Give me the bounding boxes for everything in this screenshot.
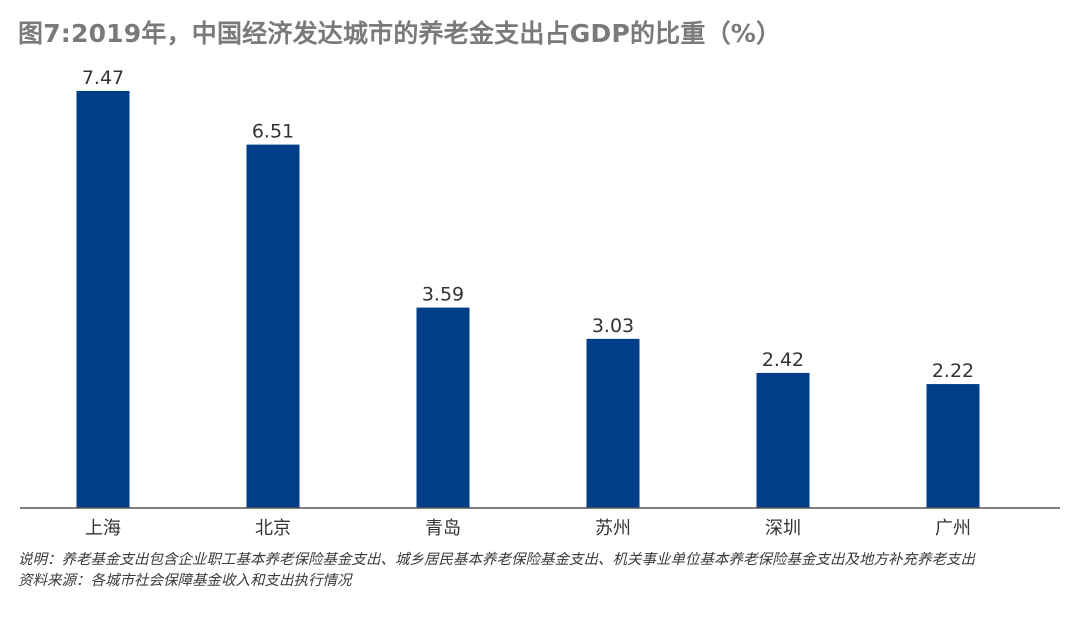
bar-1	[76, 91, 130, 508]
bar-2	[246, 144, 300, 508]
bar-3	[416, 307, 470, 508]
category-label-1: 上海	[85, 518, 121, 539]
chart-title: 图7:2019年，中国经济发达城市的养老金支出占GDP的比重（%）	[18, 19, 782, 48]
labels-group: 7.47 上海 6.51 北京 3.59 青岛 3.03 苏州 2.42 深圳 2.22 广州	[82, 67, 974, 539]
data-label-5: 2.42	[762, 349, 804, 371]
chart-notes: 说明：养老基金支出包含企业职工基本养老保险基金支出、城乡居民基本养老保险基金支出…	[18, 550, 1058, 592]
bar-4	[586, 338, 640, 508]
bar-5	[756, 372, 810, 508]
data-label-3: 3.59	[422, 284, 464, 306]
bars-group	[76, 91, 980, 508]
category-label-6: 广州	[935, 518, 971, 539]
data-label-2: 6.51	[252, 121, 294, 143]
data-label-6: 2.22	[932, 360, 974, 382]
category-label-4: 苏州	[595, 518, 631, 539]
data-label-1: 7.47	[82, 67, 124, 89]
source-note: 资料来源：各城市社会保障基金收入和支出执行情况	[18, 573, 352, 589]
bar-chart: 7.47 上海 6.51 北京 3.59 青岛 3.03 苏州 2.42 深圳 2.22 广州	[20, 67, 1060, 539]
category-label-5: 深圳	[765, 518, 801, 539]
category-label-3: 青岛	[425, 518, 461, 539]
data-label-4: 3.03	[592, 315, 634, 337]
explanation-note: 说明：养老基金支出包含企业职工基本养老保险基金支出、城乡居民基本养老保险基金支出…	[18, 552, 975, 568]
category-label-2: 北京	[255, 518, 291, 539]
bar-6	[926, 384, 980, 508]
